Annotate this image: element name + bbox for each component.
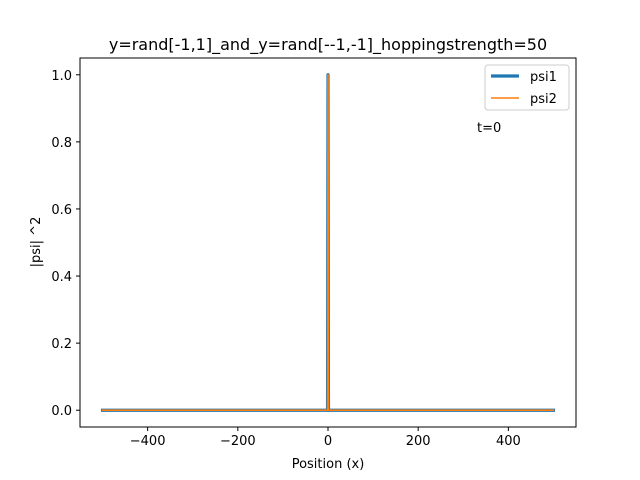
y-tick-label: 0.6 [51, 203, 72, 218]
y-tick-label: 0.2 [51, 337, 72, 352]
series-line-psi2 [101, 73, 555, 412]
time-annotation: t=0 [477, 121, 501, 136]
y-tick-label: 1.0 [51, 69, 72, 84]
x-tick-label: 200 [406, 434, 431, 449]
y-axis-label: |psi| ^2 [29, 217, 44, 268]
x-tick-label: −400 [130, 434, 166, 449]
x-tick-label: −200 [220, 434, 256, 449]
x-tick-label: 400 [496, 434, 521, 449]
x-axis: −400 −200 0 200 400 [130, 427, 521, 449]
legend-label-psi1: psi1 [530, 70, 557, 85]
legend-label-psi2: psi2 [530, 92, 557, 107]
y-tick-label: 0.4 [51, 270, 72, 285]
y-tick-label: 0.8 [51, 136, 72, 151]
y-axis: 0.0 0.2 0.4 0.6 0.8 1.0 [51, 69, 80, 419]
x-tick-label: 0 [324, 434, 332, 449]
series-layer [100, 73, 556, 412]
y-tick-label: 0.0 [51, 404, 72, 419]
x-axis-label: Position (x) [292, 457, 365, 472]
legend: psi1 psi2 [484, 64, 570, 111]
chart-title: y=rand[-1,1]_and_y=rand[--1,-1]_hoppings… [109, 35, 547, 55]
